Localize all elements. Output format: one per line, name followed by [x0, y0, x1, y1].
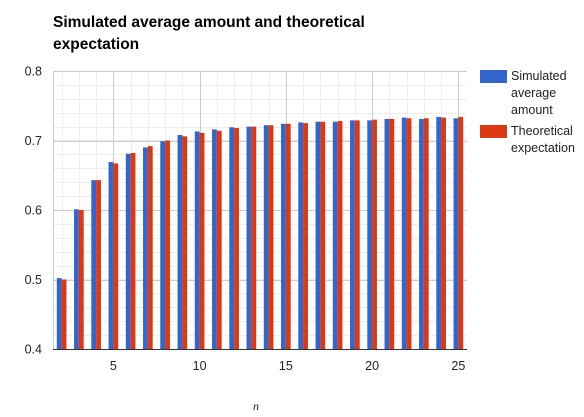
bar-theoretical-n5: [113, 163, 119, 349]
bar-theoretical-n7: [147, 146, 153, 349]
x-tick-label: 5: [110, 359, 117, 373]
x-tick-label: 10: [193, 359, 207, 373]
bar-simulated-n25: [453, 118, 459, 349]
bar-simulated-n18: [332, 121, 338, 349]
bar-simulated-n12: [229, 127, 235, 349]
bar-theoretical-n22: [406, 118, 412, 349]
legend-swatch-simulated: [480, 70, 507, 83]
chart-title: Simulated average amount and theoretical…: [53, 14, 365, 53]
bar-theoretical-n25: [458, 116, 464, 350]
x-tick-label: 15: [279, 359, 293, 373]
bar-theoretical-n9: [182, 136, 188, 349]
legend-label-simulated: Simulated average amount: [511, 69, 567, 117]
legend: Simulated average amount Theoretical exp…: [480, 68, 584, 161]
bar-simulated-n13: [246, 126, 252, 349]
bar-simulated-n21: [384, 118, 390, 349]
legend-item-theoretical: Theoretical expectation: [480, 123, 584, 157]
bar-theoretical-n17: [320, 121, 326, 349]
bar-simulated-n16: [298, 122, 304, 350]
bar-theoretical-n6: [130, 153, 136, 349]
bar-simulated-n5: [108, 162, 114, 349]
bar-theoretical-n18: [337, 121, 343, 349]
bar-simulated-n9: [177, 134, 183, 349]
bar-simulated-n7: [143, 147, 148, 349]
bars: [56, 116, 464, 350]
x-tick-labels: 5 10 15 20 25: [110, 359, 465, 373]
bar-simulated-n20: [367, 120, 373, 349]
bar-simulated-n14: [263, 125, 269, 350]
bar-simulated-n23: [419, 118, 424, 349]
bar-simulated-n22: [401, 117, 407, 349]
y-tick-labels: 0.4 0.5 0.6 0.7 0.8: [25, 65, 42, 357]
bar-theoretical-n12: [234, 127, 239, 350]
bar-simulated-n6: [125, 153, 131, 349]
bar-theoretical-n20: [372, 119, 377, 350]
legend-item-simulated: Simulated average amount: [480, 68, 584, 119]
bar-theoretical-n24: [441, 117, 446, 349]
bar-theoretical-n13: [251, 126, 257, 349]
bar-theoretical-n2: [61, 279, 67, 349]
bar-theoretical-n10: [199, 132, 205, 349]
bar-simulated-n15: [281, 123, 286, 349]
y-tick-label: 0.7: [25, 134, 42, 148]
bar-theoretical-n14: [268, 125, 274, 350]
x-axis-title: n: [253, 399, 259, 413]
bar-simulated-n3: [74, 209, 79, 349]
legend-swatch-theoretical: [480, 125, 507, 138]
bar-theoretical-n21: [389, 118, 395, 349]
bar-simulated-n4: [91, 180, 97, 349]
bar-simulated-n10: [194, 131, 200, 349]
bar-simulated-n24: [436, 116, 442, 350]
bar-simulated-n17: [315, 121, 321, 349]
bar-simulated-n11: [212, 129, 217, 349]
bar-theoretical-n4: [96, 180, 101, 349]
legend-label-theoretical: Theoretical expectation: [511, 124, 575, 155]
bar-theoretical-n3: [78, 210, 84, 349]
bar-theoretical-n8: [165, 140, 170, 349]
y-tick-label: 0.6: [25, 204, 42, 218]
bar-theoretical-n19: [354, 120, 360, 349]
x-tick-label: 20: [365, 359, 379, 373]
bar-theoretical-n23: [423, 118, 429, 349]
y-tick-label: 0.5: [25, 273, 42, 287]
bar-theoretical-n11: [216, 130, 222, 349]
y-tick-label: 0.8: [25, 65, 42, 79]
bar-simulated-n19: [350, 120, 355, 349]
x-tick-label: 25: [451, 359, 465, 373]
bar-simulated-n2: [56, 278, 62, 349]
bar-simulated-n8: [160, 141, 166, 349]
bar-theoretical-n15: [285, 123, 291, 349]
y-tick-label: 0.4: [25, 343, 42, 357]
bar-theoretical-n16: [303, 123, 308, 349]
